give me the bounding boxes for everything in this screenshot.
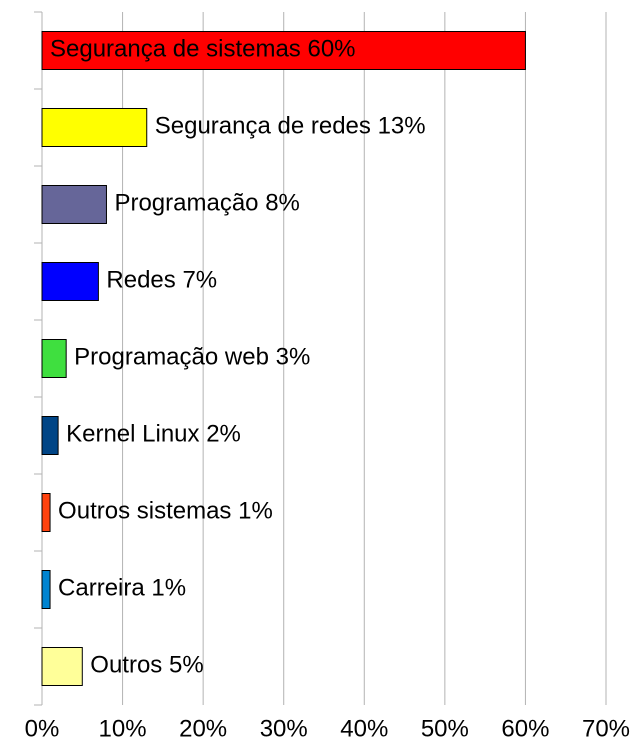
bar: [41, 493, 51, 532]
bar: [41, 647, 83, 686]
bar: [41, 31, 526, 70]
value-label: 2%: [206, 421, 241, 448]
bar: [41, 570, 51, 609]
x-tick-label: 70%: [582, 715, 630, 742]
bar-label: Programação 8%: [114, 190, 299, 217]
bar: [41, 262, 99, 301]
bar-label: Redes 7%: [106, 267, 217, 294]
bar-label: Segurança de redes 13%: [155, 113, 426, 140]
x-tick-label: 30%: [260, 715, 308, 742]
value-label: 7%: [182, 267, 217, 294]
value-label: 1%: [238, 498, 273, 525]
bar: [41, 339, 67, 378]
category-label: Redes: [106, 267, 175, 294]
bar-label: Outros sistemas 1%: [58, 498, 273, 525]
bar: [41, 185, 107, 224]
bar: [41, 108, 148, 147]
category-label: Kernel Linux: [66, 421, 199, 448]
x-tick-label: 0%: [25, 715, 60, 742]
x-tick-label: 60%: [501, 715, 549, 742]
bar-label: Programação web 3%: [74, 344, 310, 371]
value-label: 8%: [265, 190, 300, 217]
bar-label: Outros 5%: [90, 652, 203, 679]
category-label: Outros: [90, 652, 162, 679]
category-label: Outros sistemas: [58, 498, 231, 525]
category-label: Programação web: [74, 344, 269, 371]
value-label: 3%: [276, 344, 311, 371]
x-tick-label: 20%: [179, 715, 227, 742]
value-label: 60%: [307, 36, 355, 63]
category-label: Programação: [114, 190, 258, 217]
value-label: 1%: [151, 575, 186, 602]
category-label: Carreira: [58, 575, 145, 602]
x-tick-label: 50%: [421, 715, 469, 742]
bar-label: Kernel Linux 2%: [66, 421, 241, 448]
x-tick-label: 40%: [340, 715, 388, 742]
category-label: Segurança de sistemas: [50, 36, 301, 63]
bar: [41, 416, 59, 455]
value-label: 5%: [169, 652, 204, 679]
bar-label: Segurança de sistemas 60%: [50, 36, 356, 63]
bar-label: Carreira 1%: [58, 575, 186, 602]
category-label: Segurança de redes: [155, 113, 371, 140]
value-label: 13%: [378, 113, 426, 140]
x-tick-label: 10%: [99, 715, 147, 742]
